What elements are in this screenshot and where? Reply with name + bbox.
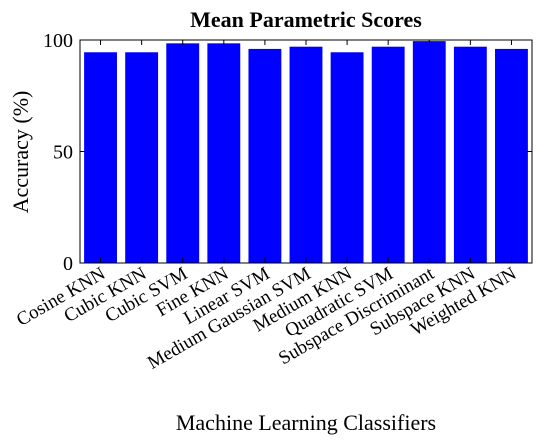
y-axis-label: Accuracy (%) — [8, 91, 33, 214]
bar-3 — [207, 43, 241, 264]
y-tick-label-0: 0 — [63, 253, 73, 275]
bar-4 — [248, 48, 282, 263]
x-axis-label: Machine Learning Classifiers — [176, 410, 436, 435]
bar-7 — [371, 46, 405, 263]
bar-6 — [330, 52, 364, 263]
bar-1 — [125, 52, 159, 263]
y-tick-label-2: 100 — [43, 30, 73, 52]
bar-5 — [289, 46, 323, 263]
y-tick-label-1: 50 — [53, 142, 73, 164]
bar-9 — [453, 46, 487, 263]
chart-title: Mean Parametric Scores — [190, 7, 422, 32]
bar-2 — [166, 43, 200, 264]
bar-8 — [412, 41, 446, 264]
bar-10 — [495, 48, 528, 263]
bar-0 — [84, 52, 117, 263]
